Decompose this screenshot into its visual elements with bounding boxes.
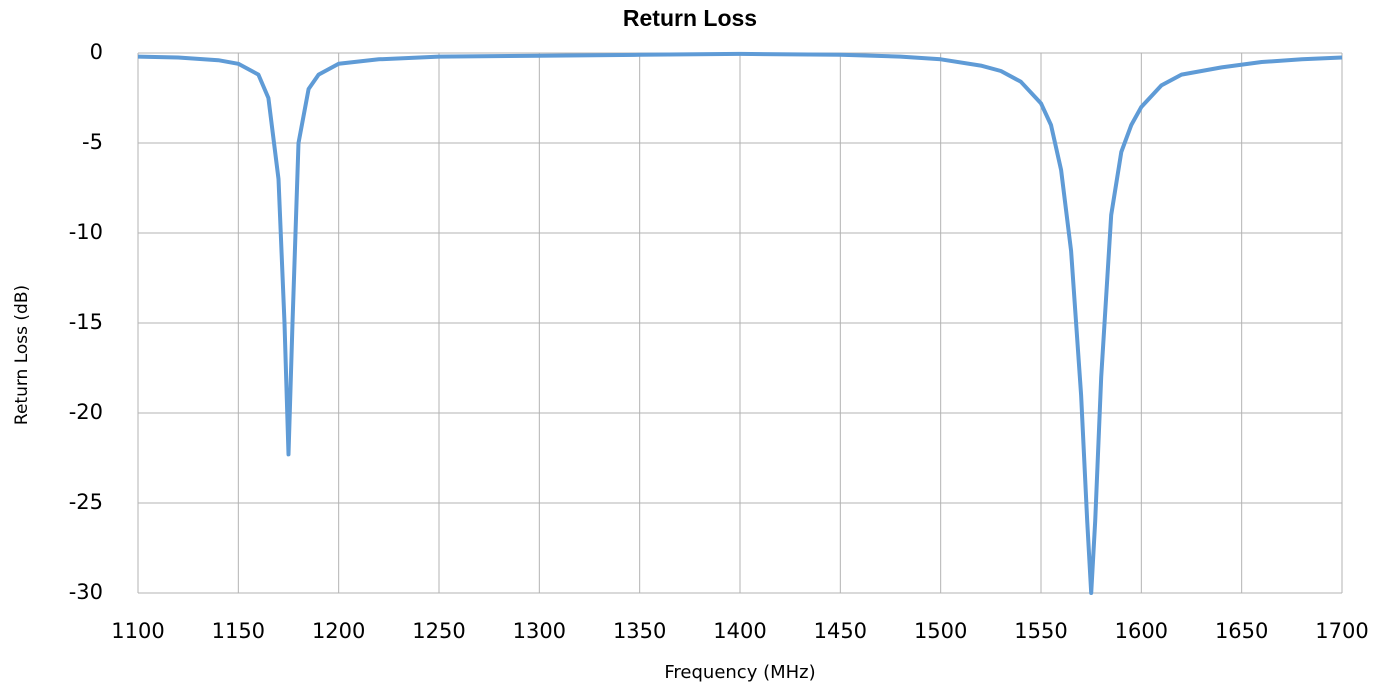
- y-axis-label: Return Loss (dB): [12, 285, 32, 425]
- x-axis-label: Frequency (MHz): [664, 662, 815, 683]
- x-tick-label: 1100: [111, 619, 164, 643]
- x-tick-label: 1150: [212, 619, 265, 643]
- y-tick-label: -25: [69, 490, 103, 514]
- x-tick-label: 1550: [1014, 619, 1067, 643]
- x-tick-label: 1200: [312, 619, 365, 643]
- x-tick-label: 1700: [1315, 619, 1368, 643]
- x-tick-label: 1500: [914, 619, 967, 643]
- x-tick-label: 1250: [412, 619, 465, 643]
- y-tick-label: -20: [69, 400, 103, 424]
- x-tick-label: 1650: [1215, 619, 1268, 643]
- line: [137, 51, 1343, 595]
- y-tick-label: -30: [69, 580, 103, 604]
- x-tick-label: 1300: [513, 619, 566, 643]
- x-tick-label: 1350: [613, 619, 666, 643]
- x-tick-label: 1450: [814, 619, 867, 643]
- y-tick-label: 0: [90, 40, 103, 64]
- y-tick-label: -10: [69, 220, 103, 244]
- y-tick-label: -15: [69, 310, 103, 334]
- chart-title: Return Loss: [623, 5, 757, 31]
- x-tick-label: 1400: [713, 619, 766, 643]
- x-tick-label: 1600: [1115, 619, 1168, 643]
- y-tick-label: -5: [82, 130, 103, 154]
